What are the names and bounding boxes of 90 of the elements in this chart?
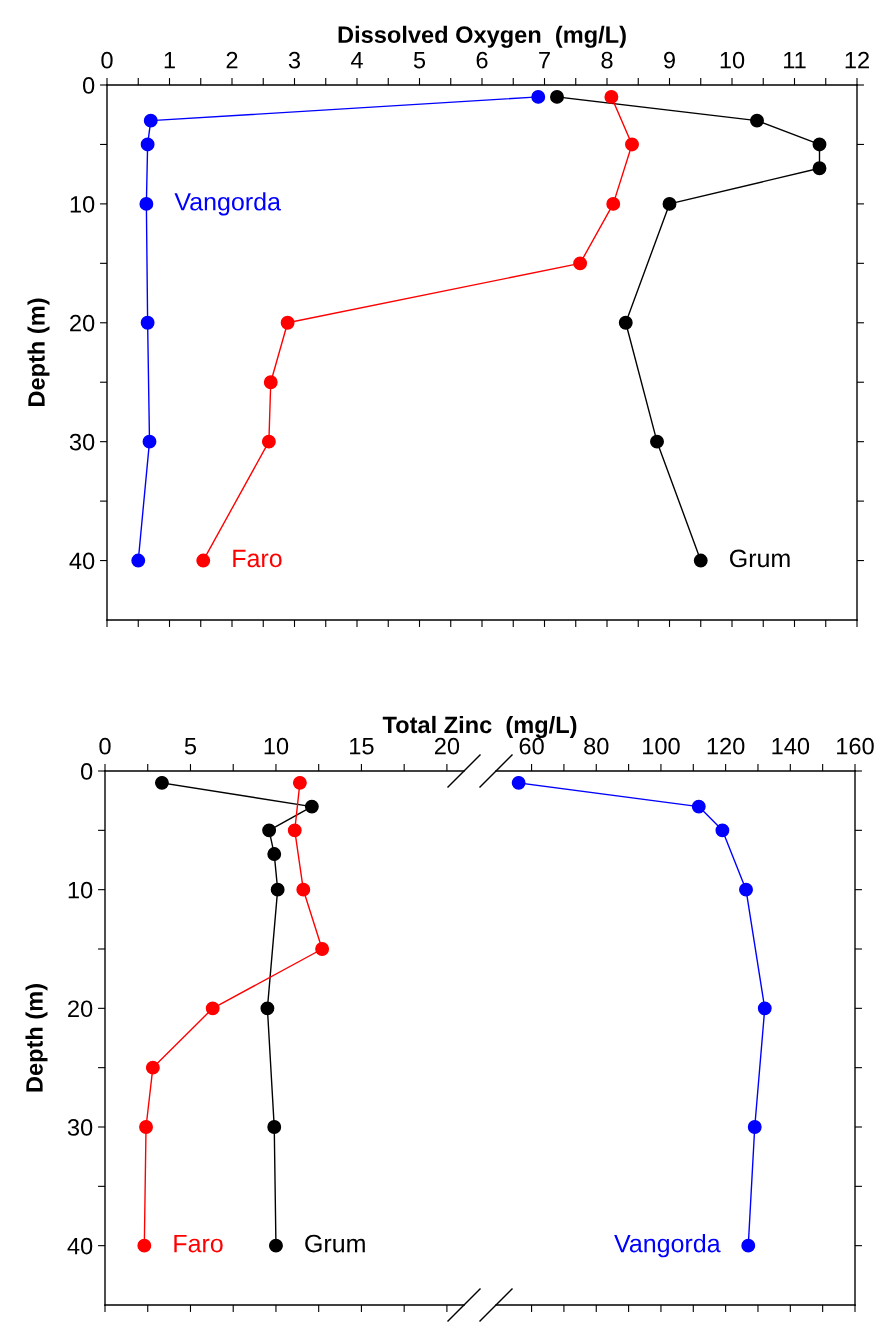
x-tick-label: 0 <box>99 737 111 755</box>
x-tick-label: 10 <box>264 737 289 755</box>
point <box>267 1120 282 1134</box>
point <box>625 137 639 152</box>
x-tick-label: 120 <box>707 737 745 755</box>
point <box>205 1001 220 1016</box>
point <box>139 196 154 211</box>
y-axis-title: Depth (m) <box>25 984 48 1092</box>
x-tick-label: 7 <box>539 52 550 69</box>
point <box>260 1001 275 1016</box>
series-label: Faro <box>233 549 282 568</box>
x-tick-label: 6 <box>476 51 488 69</box>
point <box>511 775 526 790</box>
point <box>315 942 330 956</box>
y-tick-label: 30 <box>69 433 95 451</box>
x-tick-label: 8 <box>601 51 613 69</box>
point <box>140 137 155 152</box>
point <box>267 847 282 862</box>
point <box>750 113 764 128</box>
point <box>137 1238 152 1253</box>
point <box>757 1001 772 1016</box>
y-tick-label: 30 <box>67 1119 93 1136</box>
point <box>270 882 285 897</box>
point <box>812 137 827 152</box>
x-tick-label: 160 <box>837 737 874 755</box>
point <box>650 434 664 449</box>
x-tick-label: 12 <box>845 51 869 69</box>
point <box>263 375 278 390</box>
point <box>140 315 155 330</box>
x-tick-label: 100 <box>643 737 680 755</box>
y-tick-label: 10 <box>68 881 93 899</box>
point <box>262 823 277 838</box>
point <box>304 799 319 814</box>
point <box>280 315 295 330</box>
point <box>618 315 633 330</box>
x-axis-title: Total Zinc (mg/L) <box>382 715 577 738</box>
point <box>531 89 546 104</box>
x-tick-label: 15 <box>350 738 374 755</box>
point <box>196 553 211 568</box>
point <box>296 882 311 897</box>
point <box>741 1238 756 1253</box>
y-tick-label: 0 <box>80 763 93 780</box>
y-tick-label: 20 <box>70 314 95 332</box>
x-tick-label: 80 <box>584 737 609 755</box>
series-label: Grum <box>730 549 790 568</box>
point <box>145 1060 160 1075</box>
point <box>142 434 157 449</box>
y-tick-label: 40 <box>69 552 95 570</box>
point <box>261 434 276 449</box>
point <box>573 256 588 271</box>
x-tick-label: 3 <box>288 51 301 69</box>
point <box>143 113 158 128</box>
point <box>287 823 302 838</box>
point <box>550 89 564 104</box>
x-tick-label: 0 <box>101 51 113 69</box>
point <box>269 1238 283 1253</box>
x-tick-label: 60 <box>519 737 544 755</box>
point <box>693 553 708 568</box>
y-axis-title: Depth (m) <box>27 298 50 406</box>
point <box>606 196 621 211</box>
y-tick-label: 10 <box>70 195 95 213</box>
x-tick-label: 10 <box>720 51 745 69</box>
point <box>139 1120 153 1134</box>
x-tick-label: 9 <box>664 51 675 69</box>
x-tick-label: 20 <box>434 737 460 755</box>
x-tick-label: 140 <box>772 737 810 755</box>
point <box>662 196 677 211</box>
y-tick-label: 40 <box>67 1237 93 1255</box>
point <box>747 1120 762 1134</box>
x-tick-label: 5 <box>413 52 426 69</box>
series-label: Vangorda <box>174 192 281 216</box>
point <box>131 553 146 568</box>
x-tick-label: 4 <box>350 52 363 69</box>
x-tick-label: 2 <box>226 51 238 69</box>
point <box>715 823 730 838</box>
point <box>604 89 619 104</box>
series-label: Grum <box>305 1234 365 1253</box>
x-axis-title: Dissolved Oxygen (mg/L) <box>338 25 626 48</box>
series-label: Faro <box>174 1234 223 1253</box>
x-tick-label: 1 <box>164 52 175 69</box>
point <box>154 775 169 790</box>
point <box>812 161 827 176</box>
y-tick-label: 0 <box>82 77 95 94</box>
series-label: Vangorda <box>614 1234 721 1258</box>
point <box>739 882 753 897</box>
x-tick-label: 11 <box>784 52 806 69</box>
y-tick-label: 20 <box>68 1000 93 1018</box>
x-tick-label: 5 <box>184 738 197 755</box>
point <box>691 799 706 814</box>
point <box>292 775 307 790</box>
